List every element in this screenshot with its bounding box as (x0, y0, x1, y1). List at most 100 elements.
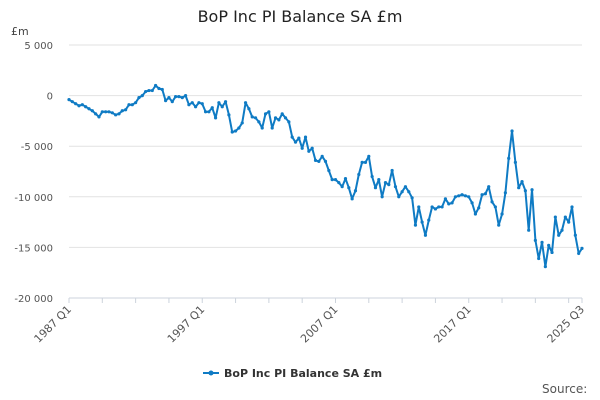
legend-marker-icon (208, 370, 214, 376)
data-point (447, 202, 451, 206)
data-point (300, 146, 304, 150)
data-point (144, 89, 148, 94)
data-point (553, 215, 557, 219)
y-axis-unit-label: £m (11, 25, 29, 38)
data-point (107, 110, 111, 114)
data-point (280, 112, 284, 116)
data-point (433, 207, 438, 211)
data-point (167, 96, 171, 100)
series-line (68, 84, 583, 268)
data-point (570, 205, 574, 209)
data-point (190, 101, 194, 105)
data-point (390, 168, 394, 173)
data-point (480, 193, 484, 197)
data-point (453, 195, 458, 199)
x-tick-label: 1987 Q1 (32, 303, 75, 346)
data-point (307, 149, 311, 153)
data-point (247, 107, 251, 111)
data-point (423, 233, 428, 237)
data-point (187, 103, 191, 107)
data-point (87, 107, 91, 111)
data-point (213, 116, 218, 120)
data-point (460, 193, 464, 197)
data-point (523, 189, 527, 193)
data-point (330, 177, 334, 182)
data-point (560, 228, 564, 232)
data-point (360, 160, 364, 164)
data-point (400, 190, 404, 194)
data-point (357, 172, 361, 177)
data-point (170, 100, 174, 104)
data-point (527, 228, 531, 232)
data-point (417, 205, 421, 209)
data-point (110, 111, 114, 115)
data-point (293, 140, 298, 144)
data-point (137, 96, 141, 100)
data-point (513, 160, 517, 164)
data-point (577, 251, 581, 256)
data-point (467, 195, 471, 199)
data-point (317, 159, 321, 163)
chart-title: BoP Inc PI Balance SA £m (197, 7, 403, 26)
data-point (470, 201, 474, 205)
data-point (323, 159, 328, 163)
data-point (327, 168, 331, 173)
x-tick-label: 2007 Q1 (298, 303, 341, 346)
data-point (223, 100, 228, 104)
data-point (77, 104, 81, 108)
data-point (403, 185, 408, 189)
data-point (420, 220, 424, 224)
data-point (573, 233, 577, 237)
data-point (500, 212, 504, 216)
y-tick-label: -15 000 (14, 243, 53, 254)
data-point (120, 109, 124, 113)
data-point (497, 223, 501, 227)
data-point (157, 86, 161, 91)
data-point (457, 194, 461, 198)
data-point (337, 181, 341, 185)
data-point (427, 218, 431, 222)
data-point (363, 160, 368, 164)
data-point (490, 200, 494, 204)
data-point (463, 194, 468, 198)
data-point (283, 116, 288, 120)
data-point (377, 177, 381, 182)
data-point (533, 238, 537, 242)
legend-label: BoP Inc PI Balance SA £m (224, 367, 382, 380)
data-point (303, 135, 308, 139)
data-point (430, 205, 434, 209)
data-point (383, 181, 388, 185)
data-point (94, 112, 98, 116)
data-point (257, 120, 261, 124)
data-point (320, 154, 324, 158)
data-point (473, 212, 478, 216)
data-point (104, 110, 108, 114)
data-point (387, 183, 391, 187)
data-point (340, 185, 344, 189)
data-point (154, 83, 158, 88)
data-point (510, 129, 514, 133)
data-point (270, 126, 274, 130)
data-point (347, 186, 351, 190)
data-point (343, 176, 348, 181)
data-point (483, 192, 487, 196)
data-point (84, 105, 88, 109)
data-point (537, 256, 541, 261)
data-point (567, 220, 571, 224)
data-point (563, 215, 567, 219)
data-point (410, 196, 414, 200)
data-point (547, 243, 551, 247)
data-point (177, 95, 181, 99)
data-point (74, 102, 78, 106)
data-point (540, 240, 544, 244)
source-label: Source: (542, 382, 588, 396)
data-point (150, 88, 154, 93)
data-point (367, 154, 371, 158)
data-point (503, 191, 507, 195)
data-point (160, 87, 164, 92)
data-point (287, 120, 291, 124)
data-point (117, 112, 121, 116)
data-point (310, 146, 314, 150)
